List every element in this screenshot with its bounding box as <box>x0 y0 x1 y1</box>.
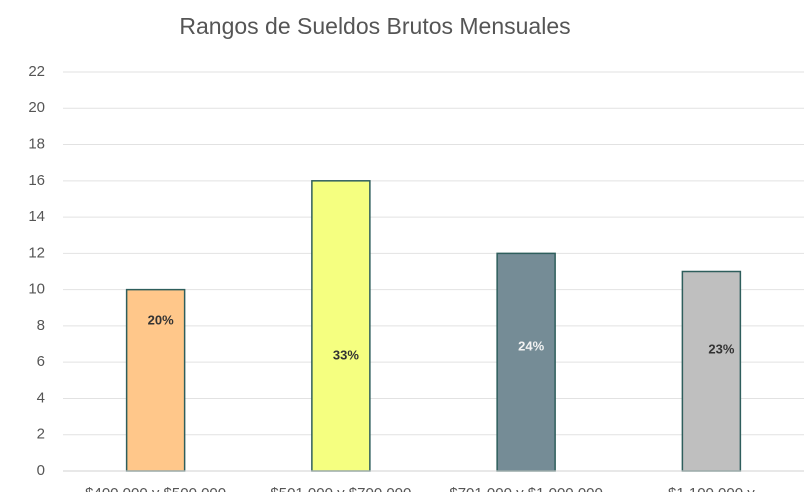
y-tick-label: 2 <box>37 426 45 443</box>
y-tick-label: 12 <box>28 244 45 261</box>
x-tick-label: $400.000 y $500.000 <box>85 485 226 492</box>
bar <box>496 252 556 472</box>
y-tick-label: 20 <box>28 99 45 116</box>
x-tick-label: $701.000 y $1.000.000 <box>449 485 602 492</box>
y-tick-label: 14 <box>28 208 45 225</box>
y-tick-label: 6 <box>37 353 45 370</box>
y-tick-label: 4 <box>37 389 45 406</box>
y-tick-label: 16 <box>28 172 45 189</box>
y-tick-label: 22 <box>28 63 45 80</box>
y-tick-label: 10 <box>28 281 45 298</box>
x-tick-label: $501.000 y $700.000 <box>270 485 411 492</box>
bar <box>125 288 186 472</box>
data-label: 20% <box>148 312 174 327</box>
y-tick-label: 8 <box>37 317 45 334</box>
y-tick-label: 0 <box>37 462 45 479</box>
chart-title: Rangos de Sueldos Brutos Mensuales <box>179 13 570 39</box>
data-label: 33% <box>333 347 359 362</box>
x-tick-label: $1.100.000 y <box>668 485 755 492</box>
data-label: 23% <box>708 341 734 356</box>
bar <box>681 270 742 472</box>
y-tick-label: 18 <box>28 136 45 153</box>
data-label: 24% <box>518 338 544 353</box>
bar <box>311 180 371 472</box>
